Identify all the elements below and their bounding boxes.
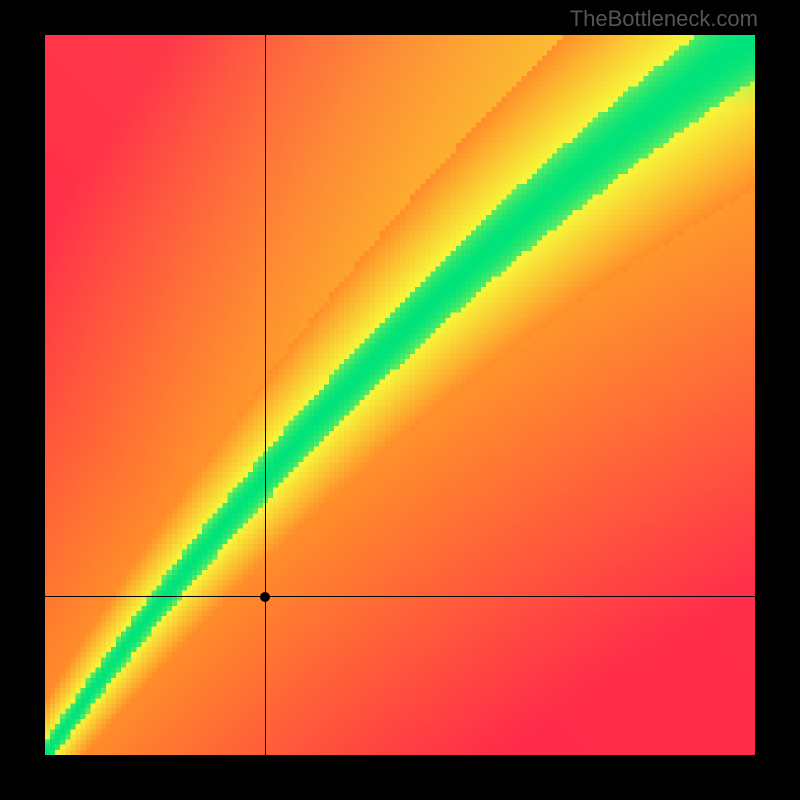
bottleneck-heatmap — [45, 35, 755, 755]
crosshair-vline — [265, 35, 266, 755]
crosshair-dot — [260, 592, 270, 602]
watermark-label: TheBottleneck.com — [570, 6, 758, 32]
crosshair-hline — [45, 596, 755, 597]
root-container: TheBottleneck.com — [0, 0, 800, 800]
